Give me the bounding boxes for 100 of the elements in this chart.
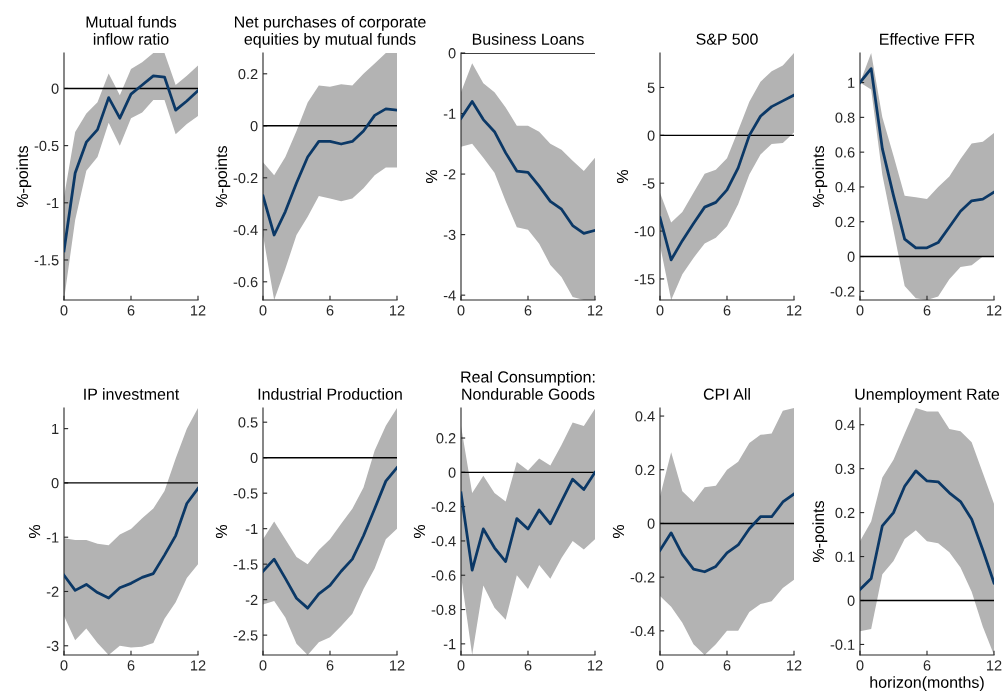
chart-title: Unemployment Rate bbox=[855, 388, 1000, 403]
y-tick-label: -1 bbox=[46, 198, 59, 209]
line-series bbox=[263, 466, 397, 610]
y-tick-label: -1.5 bbox=[34, 255, 59, 266]
x-tick-label: 0 bbox=[60, 660, 68, 671]
x-tick-label: 6 bbox=[524, 305, 532, 316]
y-axis-title: %-points bbox=[16, 146, 32, 207]
x-tick-label: 12 bbox=[787, 305, 802, 316]
x-tick-label: 6 bbox=[723, 305, 731, 316]
x-tick-label: 0 bbox=[60, 305, 68, 316]
x-tick-label: 0 bbox=[259, 305, 267, 316]
y-tick-label: 0.2 bbox=[238, 68, 258, 80]
x-tick-label: 12 bbox=[390, 305, 405, 316]
line-series bbox=[860, 469, 994, 591]
x-tick-label: 0 bbox=[457, 660, 465, 671]
y-tick-label: 0.2 bbox=[835, 507, 855, 519]
line-series bbox=[263, 107, 397, 237]
x-tick-label: 12 bbox=[191, 305, 206, 316]
y-tick-label: -2 bbox=[443, 169, 456, 180]
x-tick-label: 12 bbox=[987, 305, 1002, 316]
y-tick-label: -2 bbox=[245, 594, 258, 605]
chart-title: Real Consumption: Nondurable Goods bbox=[461, 370, 595, 400]
y-tick-label: 0.2 bbox=[635, 464, 655, 476]
line-series bbox=[461, 470, 595, 572]
chart-title: Effective FFR bbox=[880, 33, 975, 45]
y-tick-label: 0.4 bbox=[835, 182, 855, 193]
x-tick-label: 6 bbox=[923, 660, 931, 671]
line-series bbox=[461, 100, 595, 235]
y-tick-label: 0 bbox=[51, 83, 59, 94]
y-tick-label: -1 bbox=[443, 639, 456, 650]
y-tick-label: 0 bbox=[250, 452, 258, 464]
y-tick-label: -3 bbox=[46, 640, 59, 652]
chart-title: Business Loans bbox=[472, 33, 584, 45]
x-tick-label: 0 bbox=[259, 660, 267, 671]
x-tick-label: 0 bbox=[457, 305, 465, 316]
y-axis-title: % bbox=[616, 169, 629, 184]
y-tick-label: -4 bbox=[443, 290, 456, 301]
y-tick-label: -0.1 bbox=[830, 639, 855, 650]
y-axis-title: %-points bbox=[812, 501, 828, 562]
y-tick-label: 0.4 bbox=[635, 411, 655, 422]
y-axis-title: %-points bbox=[812, 146, 828, 207]
y-axis-title: % bbox=[29, 524, 41, 539]
y-tick-label: 0 bbox=[647, 130, 655, 141]
x-tick-label: 6 bbox=[326, 305, 334, 316]
line-series bbox=[64, 486, 198, 600]
line-series bbox=[64, 74, 198, 253]
y-tick-label: 0 bbox=[448, 467, 456, 478]
x-tick-label: 6 bbox=[923, 305, 931, 316]
y-tick-label: -15 bbox=[634, 274, 655, 285]
y-tick-label: 5 bbox=[647, 82, 655, 93]
chart-title: CPI All bbox=[703, 388, 750, 400]
y-tick-label: 0.3 bbox=[835, 463, 855, 475]
y-tick-label: 0.2 bbox=[436, 433, 456, 444]
x-tick-label: 0 bbox=[656, 660, 664, 671]
y-tick-label: -10 bbox=[634, 226, 655, 237]
x-tick-label: 12 bbox=[191, 660, 206, 671]
y-tick-label: -0.6 bbox=[431, 570, 456, 581]
x-tick-label: 6 bbox=[326, 660, 334, 671]
y-tick-label: 1 bbox=[848, 77, 855, 88]
y-tick-label: -0.4 bbox=[431, 536, 456, 547]
y-tick-label: 0 bbox=[250, 120, 258, 132]
y-axis-title: % bbox=[215, 524, 228, 539]
y-tick-label: 0.5 bbox=[238, 417, 258, 428]
line-series bbox=[660, 93, 794, 262]
y-tick-label: -2 bbox=[46, 586, 59, 597]
y-tick-label: 0.4 bbox=[835, 419, 855, 431]
y-tick-label: -0.2 bbox=[431, 501, 456, 513]
y-tick-label: 0.1 bbox=[835, 551, 855, 562]
x-tick-label: 12 bbox=[588, 660, 603, 671]
y-tick-label: -0.2 bbox=[630, 572, 655, 583]
y-tick-label: -0.4 bbox=[630, 625, 655, 637]
y-tick-label: 0.6 bbox=[835, 147, 855, 158]
y-axis-title: % bbox=[413, 524, 426, 539]
chart-title: IP investment bbox=[84, 388, 180, 400]
x-axis-title: horizon(months) bbox=[870, 676, 984, 692]
y-tick-label: -2.5 bbox=[233, 630, 258, 641]
chart-title: S&P 500 bbox=[696, 33, 758, 45]
y-axis-title: % bbox=[612, 524, 625, 539]
x-tick-label: 12 bbox=[390, 660, 405, 671]
chart-title: Industrial Production bbox=[258, 388, 402, 400]
x-tick-label: 0 bbox=[656, 305, 664, 316]
y-tick-label: -0.5 bbox=[34, 140, 59, 152]
y-tick-label: -1.5 bbox=[233, 559, 258, 570]
y-tick-label: -0.8 bbox=[431, 604, 456, 615]
y-tick-label: -1 bbox=[443, 108, 456, 119]
x-tick-label: 6 bbox=[127, 305, 135, 316]
x-tick-label: 12 bbox=[987, 660, 1002, 671]
chart-title: Mutual funds inflow ratio bbox=[86, 15, 177, 45]
y-tick-label: -3 bbox=[443, 229, 456, 241]
chart-title: Net purchases of corporate equities by mutual funds bbox=[234, 15, 426, 48]
y-tick-label: -0.2 bbox=[830, 286, 855, 297]
y-tick-label: 0 bbox=[647, 518, 655, 529]
y-axis-title: %-points bbox=[215, 146, 231, 207]
x-tick-label: 12 bbox=[588, 305, 603, 316]
y-tick-label: -1 bbox=[46, 532, 59, 543]
x-tick-label: 6 bbox=[723, 660, 731, 671]
x-tick-label: 0 bbox=[856, 305, 864, 316]
line-series bbox=[860, 67, 994, 250]
y-tick-label: -0.5 bbox=[233, 488, 258, 499]
y-tick-label: -0.2 bbox=[233, 172, 258, 184]
